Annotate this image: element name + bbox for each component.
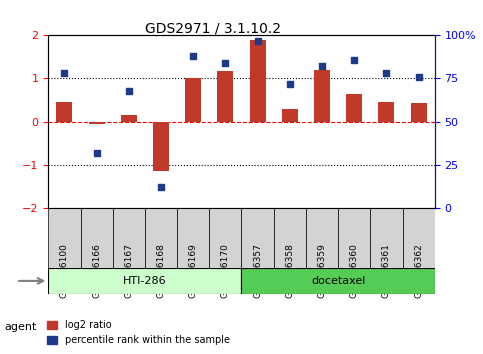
FancyBboxPatch shape <box>242 208 274 268</box>
Bar <box>314 70 330 121</box>
FancyBboxPatch shape <box>177 208 209 268</box>
FancyBboxPatch shape <box>370 208 402 268</box>
Bar <box>88 121 105 124</box>
Point <box>157 184 165 190</box>
Bar <box>153 121 169 171</box>
Point <box>383 70 390 76</box>
FancyBboxPatch shape <box>48 208 81 268</box>
Bar <box>217 71 233 121</box>
Point <box>93 150 100 155</box>
FancyBboxPatch shape <box>209 208 242 268</box>
Point <box>415 74 423 80</box>
Bar <box>121 115 137 121</box>
Bar <box>411 103 426 121</box>
FancyBboxPatch shape <box>145 208 177 268</box>
Text: agent: agent <box>5 322 37 332</box>
Text: GDS2971 / 3.1.10.2: GDS2971 / 3.1.10.2 <box>145 21 281 35</box>
FancyBboxPatch shape <box>242 268 435 294</box>
Point <box>286 81 294 86</box>
FancyBboxPatch shape <box>81 208 113 268</box>
Point <box>189 53 197 59</box>
Bar <box>250 40 266 121</box>
Bar <box>282 109 298 121</box>
FancyBboxPatch shape <box>402 208 435 268</box>
Point <box>318 64 326 69</box>
FancyBboxPatch shape <box>338 208 370 268</box>
Bar <box>378 102 395 121</box>
Point <box>254 38 261 44</box>
Legend: log2 ratio, percentile rank within the sample: log2 ratio, percentile rank within the s… <box>43 316 234 349</box>
Bar <box>185 78 201 121</box>
Point <box>60 70 68 76</box>
Bar <box>57 102 72 121</box>
Point <box>222 60 229 66</box>
FancyBboxPatch shape <box>113 208 145 268</box>
FancyBboxPatch shape <box>274 208 306 268</box>
Point <box>350 57 358 62</box>
Text: docetaxel: docetaxel <box>311 276 365 286</box>
Point <box>125 88 133 93</box>
FancyBboxPatch shape <box>306 208 338 268</box>
Text: HTI-286: HTI-286 <box>123 276 167 286</box>
FancyBboxPatch shape <box>48 268 242 294</box>
Bar <box>346 93 362 121</box>
